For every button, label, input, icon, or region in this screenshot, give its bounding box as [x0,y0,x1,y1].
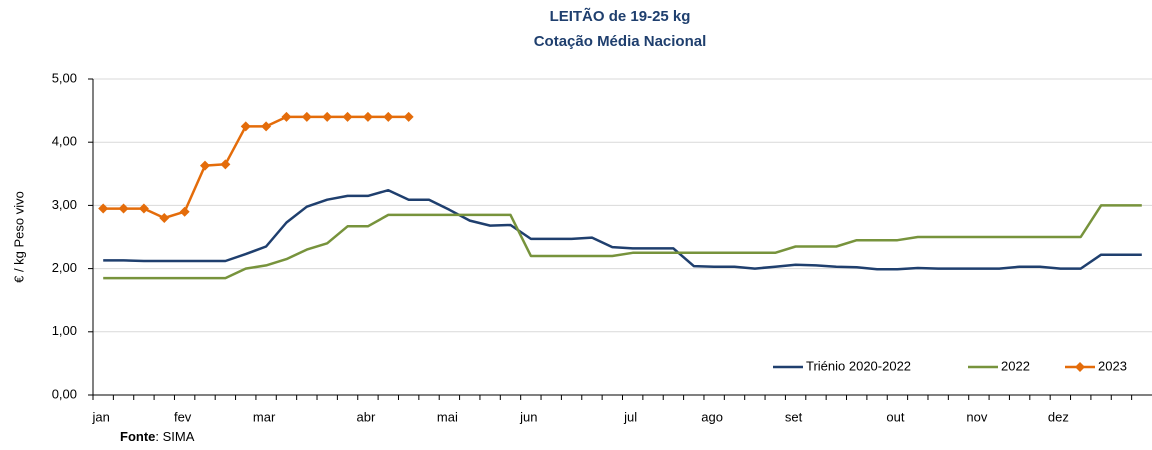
x-tick-label: abr [357,409,376,424]
y-tick-label: 3,00 [52,197,77,212]
series-marker [362,111,373,122]
y-tick-label: 0,00 [52,386,77,401]
y-axis-label: € / kg Peso vivo [11,191,26,283]
x-tick-label: fev [174,409,192,424]
x-tick-label: ago [701,409,723,424]
series-marker [301,111,312,122]
series-marker [383,111,394,122]
series-marker [98,203,109,214]
series-line [103,204,1142,280]
x-tick-label: mar [253,409,276,424]
chart-title: LEITÃO de 19-25 kg [550,7,691,25]
x-tick-label: nov [966,409,987,424]
series-marker [240,121,251,132]
series-marker [281,111,292,122]
y-tick-label: 4,00 [52,134,77,149]
x-tick-label: jun [519,409,537,424]
series-line [103,188,1142,271]
legend-label: 2023 [1098,358,1127,373]
x-tick-label: jul [623,409,637,424]
x-tick-label: set [785,409,803,424]
series-marker [220,159,231,170]
series-marker [118,203,129,214]
source: Fonte: SIMA [120,429,195,444]
legend-label: 2022 [1001,358,1030,373]
legend-marker [1075,362,1085,372]
series-marker [200,160,211,171]
y-tick-label: 2,00 [52,260,77,275]
series-marker [403,111,414,122]
series-marker [138,203,149,214]
x-tick-label: out [886,409,904,424]
y-tick-label: 5,00 [52,70,77,85]
series-marker [322,111,333,122]
series-line [103,115,409,220]
chart-subtitle: Cotação Média Nacional [534,33,707,50]
x-tick-label: dez [1048,409,1069,424]
series-marker [342,111,353,122]
x-tick-label: jan [92,409,110,424]
series-marker [159,213,170,224]
series-marker [261,121,272,132]
source-text: : SIMA [155,429,194,444]
x-tick-label: mai [437,409,458,424]
legend-label: Triénio 2020-2022 [806,358,911,373]
source-label: Fonte [120,429,155,444]
y-tick-label: 1,00 [52,323,77,338]
series-marker [179,206,190,217]
